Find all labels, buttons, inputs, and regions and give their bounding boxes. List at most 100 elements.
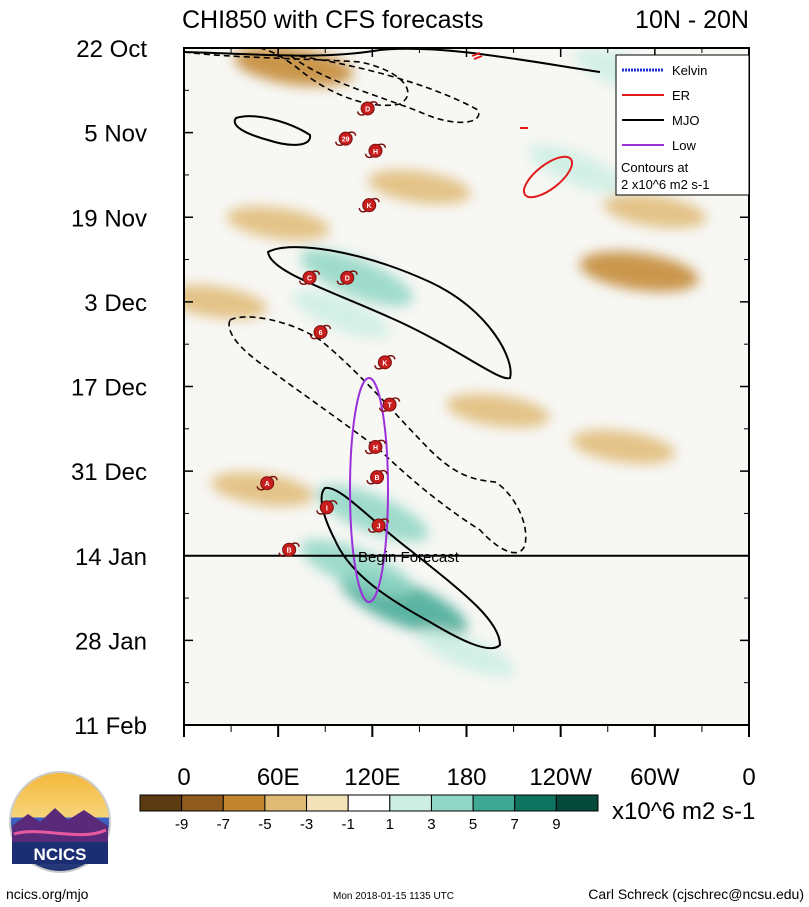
chart-title: CHI850 with CFS forecasts — [182, 6, 484, 34]
colorbar-label: -5 — [258, 816, 271, 833]
anomaly-blob — [316, 485, 429, 542]
storm-marker-label: B — [287, 548, 292, 555]
y-tick-label: 17 Dec — [71, 375, 147, 402]
storm-marker-label: A — [265, 481, 270, 488]
colorbar-swatch — [306, 794, 349, 812]
storm-marker: K — [374, 355, 396, 370]
ncics-logo — [9, 771, 111, 873]
storm-marker-label: K — [382, 360, 387, 367]
mjo-contour — [320, 486, 502, 650]
storm-marker: T — [378, 397, 401, 412]
anomaly-blob — [184, 284, 267, 319]
er-contour — [471, 52, 483, 60]
storm-marker: 29 — [334, 131, 357, 146]
footer-timestamp: Mon 2018-01-15 1135 UTC — [333, 891, 454, 902]
mjo-contour — [228, 316, 527, 554]
storm-marker-symbol — [360, 101, 375, 116]
storm-marker-symbol — [302, 270, 317, 285]
anomaly-blob — [367, 170, 471, 204]
storm-marker-label: H — [373, 445, 378, 452]
storm-marker-label: I — [326, 505, 328, 512]
storm-marker: D — [356, 101, 379, 116]
storm-marker-label: B — [375, 475, 380, 482]
storm-marker-label: T — [387, 403, 392, 410]
y-tick-label: 11 Feb — [74, 713, 147, 740]
mjo-contour — [233, 115, 312, 146]
storm-marker: K — [358, 197, 380, 213]
x-tick-label: 60E — [257, 764, 300, 791]
x-tick-label: 0 — [742, 764, 755, 791]
storm-marker: 6 — [309, 324, 332, 340]
legend-box — [615, 54, 750, 196]
colorbar-swatch — [555, 794, 599, 812]
anomaly-blob — [446, 393, 550, 428]
colorbar-label: -1 — [342, 816, 355, 833]
storm-marker: B — [366, 469, 388, 485]
storm-marker-symbol — [313, 325, 328, 340]
colorbar-label: 7 — [511, 816, 519, 833]
anomaly-blob — [292, 289, 390, 339]
colorbar-label: 1 — [386, 816, 394, 833]
colorbar: -9 -7 -5 -3 -1 1 3 5 7 9 — [139, 794, 599, 833]
storm-marker-symbol — [368, 143, 383, 158]
legend-note-line2: 2 x10^6 m2 s-1 — [621, 177, 709, 192]
colorbar-swatch — [472, 794, 516, 812]
storm-marker: B — [278, 542, 300, 558]
anomaly-blob — [226, 206, 330, 241]
x-tick-label: 120E — [344, 764, 400, 791]
storm-marker-symbol — [382, 397, 397, 412]
footer-author: Carl Schreck (cjschrec@ncsu.edu) — [588, 886, 804, 902]
mjo-contour — [184, 48, 601, 73]
mjo-contour — [266, 246, 512, 380]
anomaly-blob — [300, 249, 413, 306]
y-tick-label: 3 Dec — [84, 290, 147, 317]
storm-marker-symbol — [362, 198, 377, 213]
storm-marker-symbol — [340, 270, 355, 285]
storm-marker: A — [256, 475, 278, 491]
colorbar-label: -7 — [217, 816, 230, 833]
y-tick-label: 19 Nov — [71, 205, 147, 232]
anomaly-blob — [571, 429, 675, 464]
colorbar-swatch — [181, 794, 224, 812]
legend-er-label: ER — [672, 88, 690, 103]
axes: 22 Oct 5 Nov 19 Nov 3 Dec 17 Dec 31 Dec 14 Jan… — [71, 36, 756, 791]
y-tick-label: 22 Oct — [76, 36, 147, 63]
mjo-contour — [287, 53, 480, 124]
colorbar-swatch — [347, 794, 391, 812]
storm-marker-label: H — [373, 149, 378, 156]
colorbar-label: -9 — [175, 816, 188, 833]
storm-marker-symbol — [282, 542, 297, 557]
storm-marker: H — [364, 439, 387, 455]
storm-marker-symbol — [370, 470, 385, 485]
storm-marker-symbol — [319, 500, 334, 515]
storm-marker-symbol — [260, 476, 275, 491]
legend-mjo-label: MJO — [672, 113, 699, 128]
colorbar-swatch — [514, 794, 557, 812]
storm-marker-symbol — [338, 131, 353, 146]
colorbar-label: 3 — [427, 816, 435, 833]
storm-marker-label: K — [367, 203, 372, 210]
storm-marker-label: D — [345, 276, 350, 283]
y-tick-label: 5 Nov — [84, 121, 147, 148]
y-tick-label: 31 Dec — [71, 459, 147, 486]
colorbar-label: 5 — [469, 816, 477, 833]
footer-url: ncics.org/mjo — [6, 886, 89, 902]
anomaly-blob — [579, 251, 699, 292]
storm-marker: I — [316, 500, 338, 515]
colorbar-swatch — [222, 794, 266, 812]
storm-marker: H — [364, 143, 387, 159]
colorbar-unit: x10^6 m2 s-1 — [612, 798, 755, 825]
x-tick-label: 180 — [446, 764, 486, 791]
anomaly-blob — [603, 194, 707, 229]
chart-region: 10N - 20N — [635, 6, 749, 34]
storm-marker: D — [336, 270, 358, 286]
colorbar-swatch — [264, 794, 308, 812]
x-tick-label: 60W — [630, 764, 680, 791]
storm-marker-label: 29 — [342, 137, 350, 144]
x-tick-label: 120W — [529, 764, 592, 791]
logo-text: NCICS — [34, 845, 87, 864]
colorbar-label: -3 — [300, 816, 313, 833]
anomaly-blob — [417, 628, 516, 677]
storm-marker-label: J — [377, 524, 381, 531]
